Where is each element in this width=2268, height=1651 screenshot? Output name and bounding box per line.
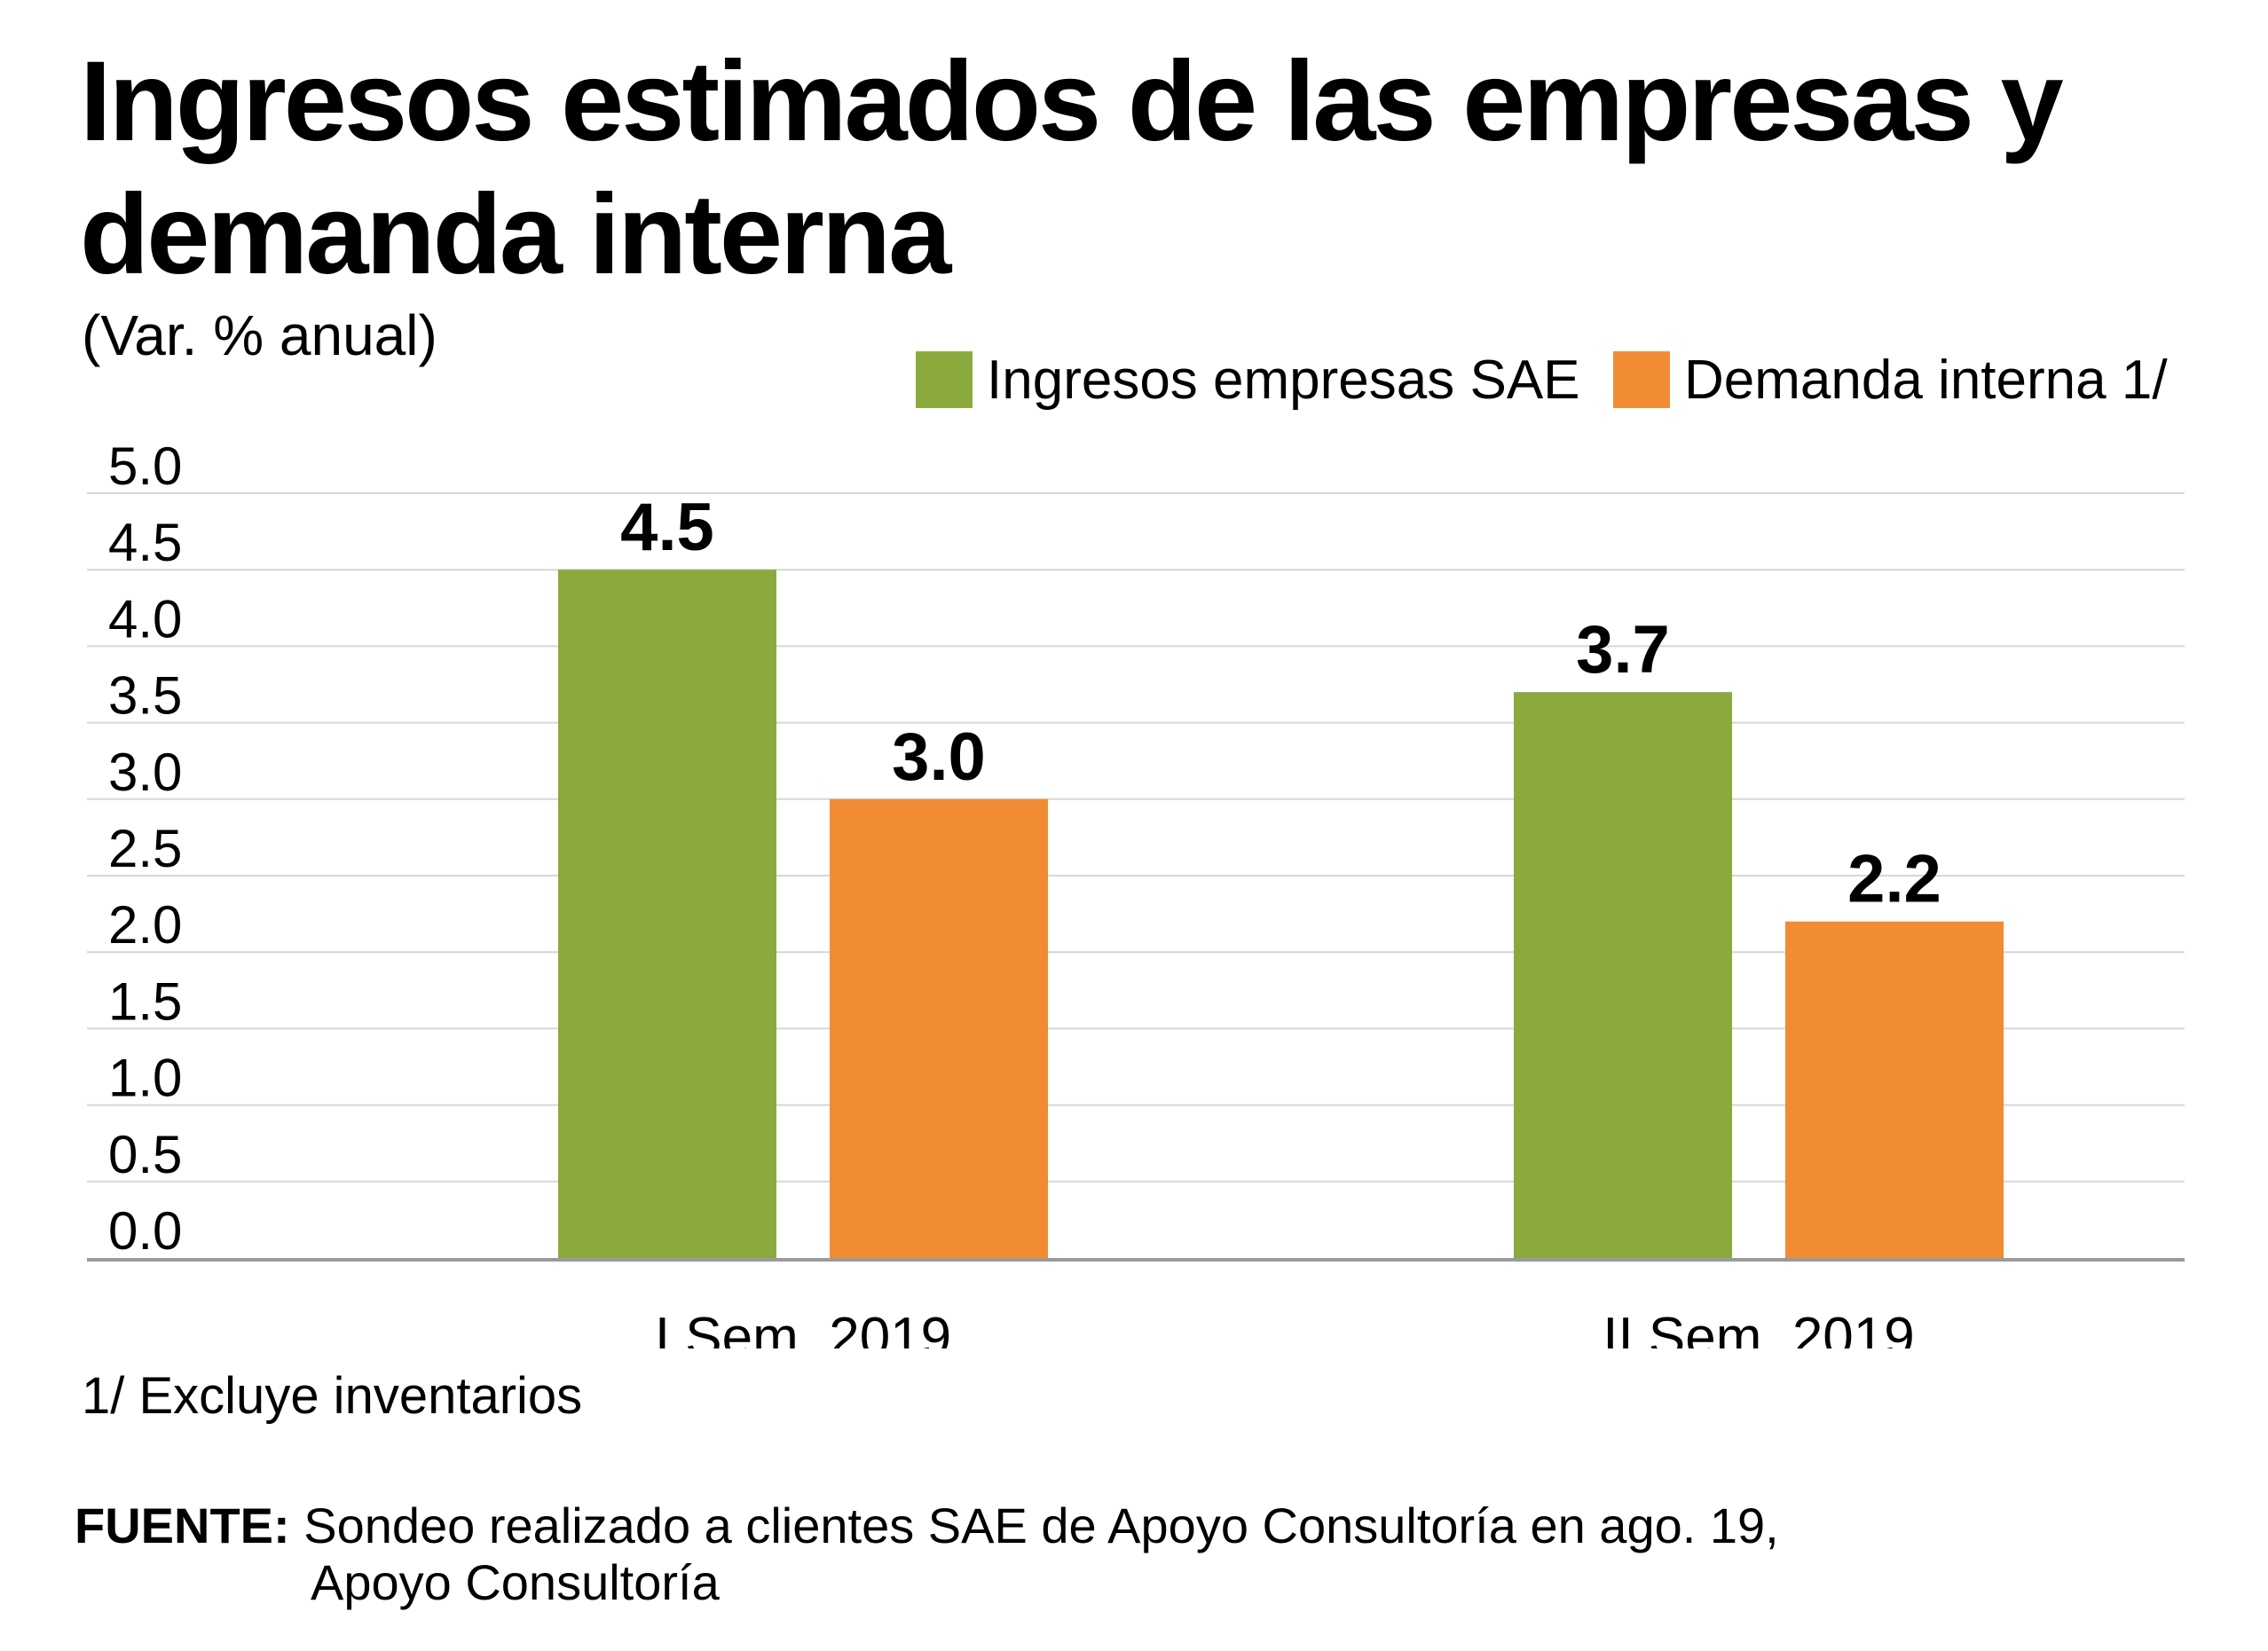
legend-swatch-ingresos (916, 351, 973, 408)
data-label-demanda-0: 3.0 (892, 719, 986, 795)
y-tick-label-4.5: 4.5 (108, 513, 182, 572)
chart-title: Ingresos estimados de las empresas y dem… (80, 38, 2064, 298)
source-note: FUENTE: Sondeo realizado a clientes SAE … (75, 1498, 1779, 1554)
y-tick-label-2.5: 2.5 (108, 819, 182, 878)
bar-chart: 0.0 0.5 1.0 1.5 2.0 2.5 3.0 3.5 4.0 4.5 5.0 4.5 3.0 I… (87, 436, 2185, 1348)
footnote: 1/ Excluye inventarios (82, 1367, 583, 1425)
data-label-demanda-1: 2.2 (1847, 842, 1941, 917)
source-label: FUENTE: (75, 1498, 290, 1553)
bar-demanda-0 (830, 798, 1048, 1258)
y-tick-label-4.0: 4.0 (108, 589, 182, 649)
data-label-ingresos-1: 3.7 (1576, 612, 1670, 688)
legend-item-ingresos: Ingresos empresas SAE (916, 344, 1580, 415)
y-tick-label-1.0: 1.0 (108, 1049, 182, 1108)
y-tick-label-3.5: 3.5 (108, 666, 182, 726)
chart-subtitle: (Var. % anual) (82, 303, 437, 367)
y-tick-label-0.0: 0.0 (108, 1201, 182, 1261)
x-category-label-0: I Sem. 2019 (655, 1307, 951, 1348)
bar-demanda-1 (1785, 921, 2004, 1258)
bar-ingresos-1 (1514, 692, 1732, 1258)
legend-swatch-demanda (1613, 351, 1670, 408)
x-category-label-1: II Sem. 2019 (1603, 1307, 1915, 1348)
legend-label-ingresos: Ingresos empresas SAE (987, 349, 1580, 411)
bar-ingresos-0 (558, 570, 776, 1258)
source-text-line1: Sondeo realizado a clientes SAE de Apoyo… (303, 1498, 1779, 1553)
legend-item-demanda: Demanda interna 1/ (1613, 344, 2168, 415)
source-text-line2: Apoyo Consultoría (311, 1554, 720, 1610)
y-tick-label-5.0: 5.0 (108, 436, 182, 496)
legend-label-demanda: Demanda interna 1/ (1684, 349, 2168, 411)
y-tick-label-3.0: 3.0 (108, 743, 182, 802)
y-tick-label-2.0: 2.0 (108, 895, 182, 955)
y-tick-label-1.5: 1.5 (108, 971, 182, 1031)
y-tick-label-0.5: 0.5 (108, 1125, 182, 1184)
data-label-ingresos-0: 4.5 (620, 490, 714, 565)
